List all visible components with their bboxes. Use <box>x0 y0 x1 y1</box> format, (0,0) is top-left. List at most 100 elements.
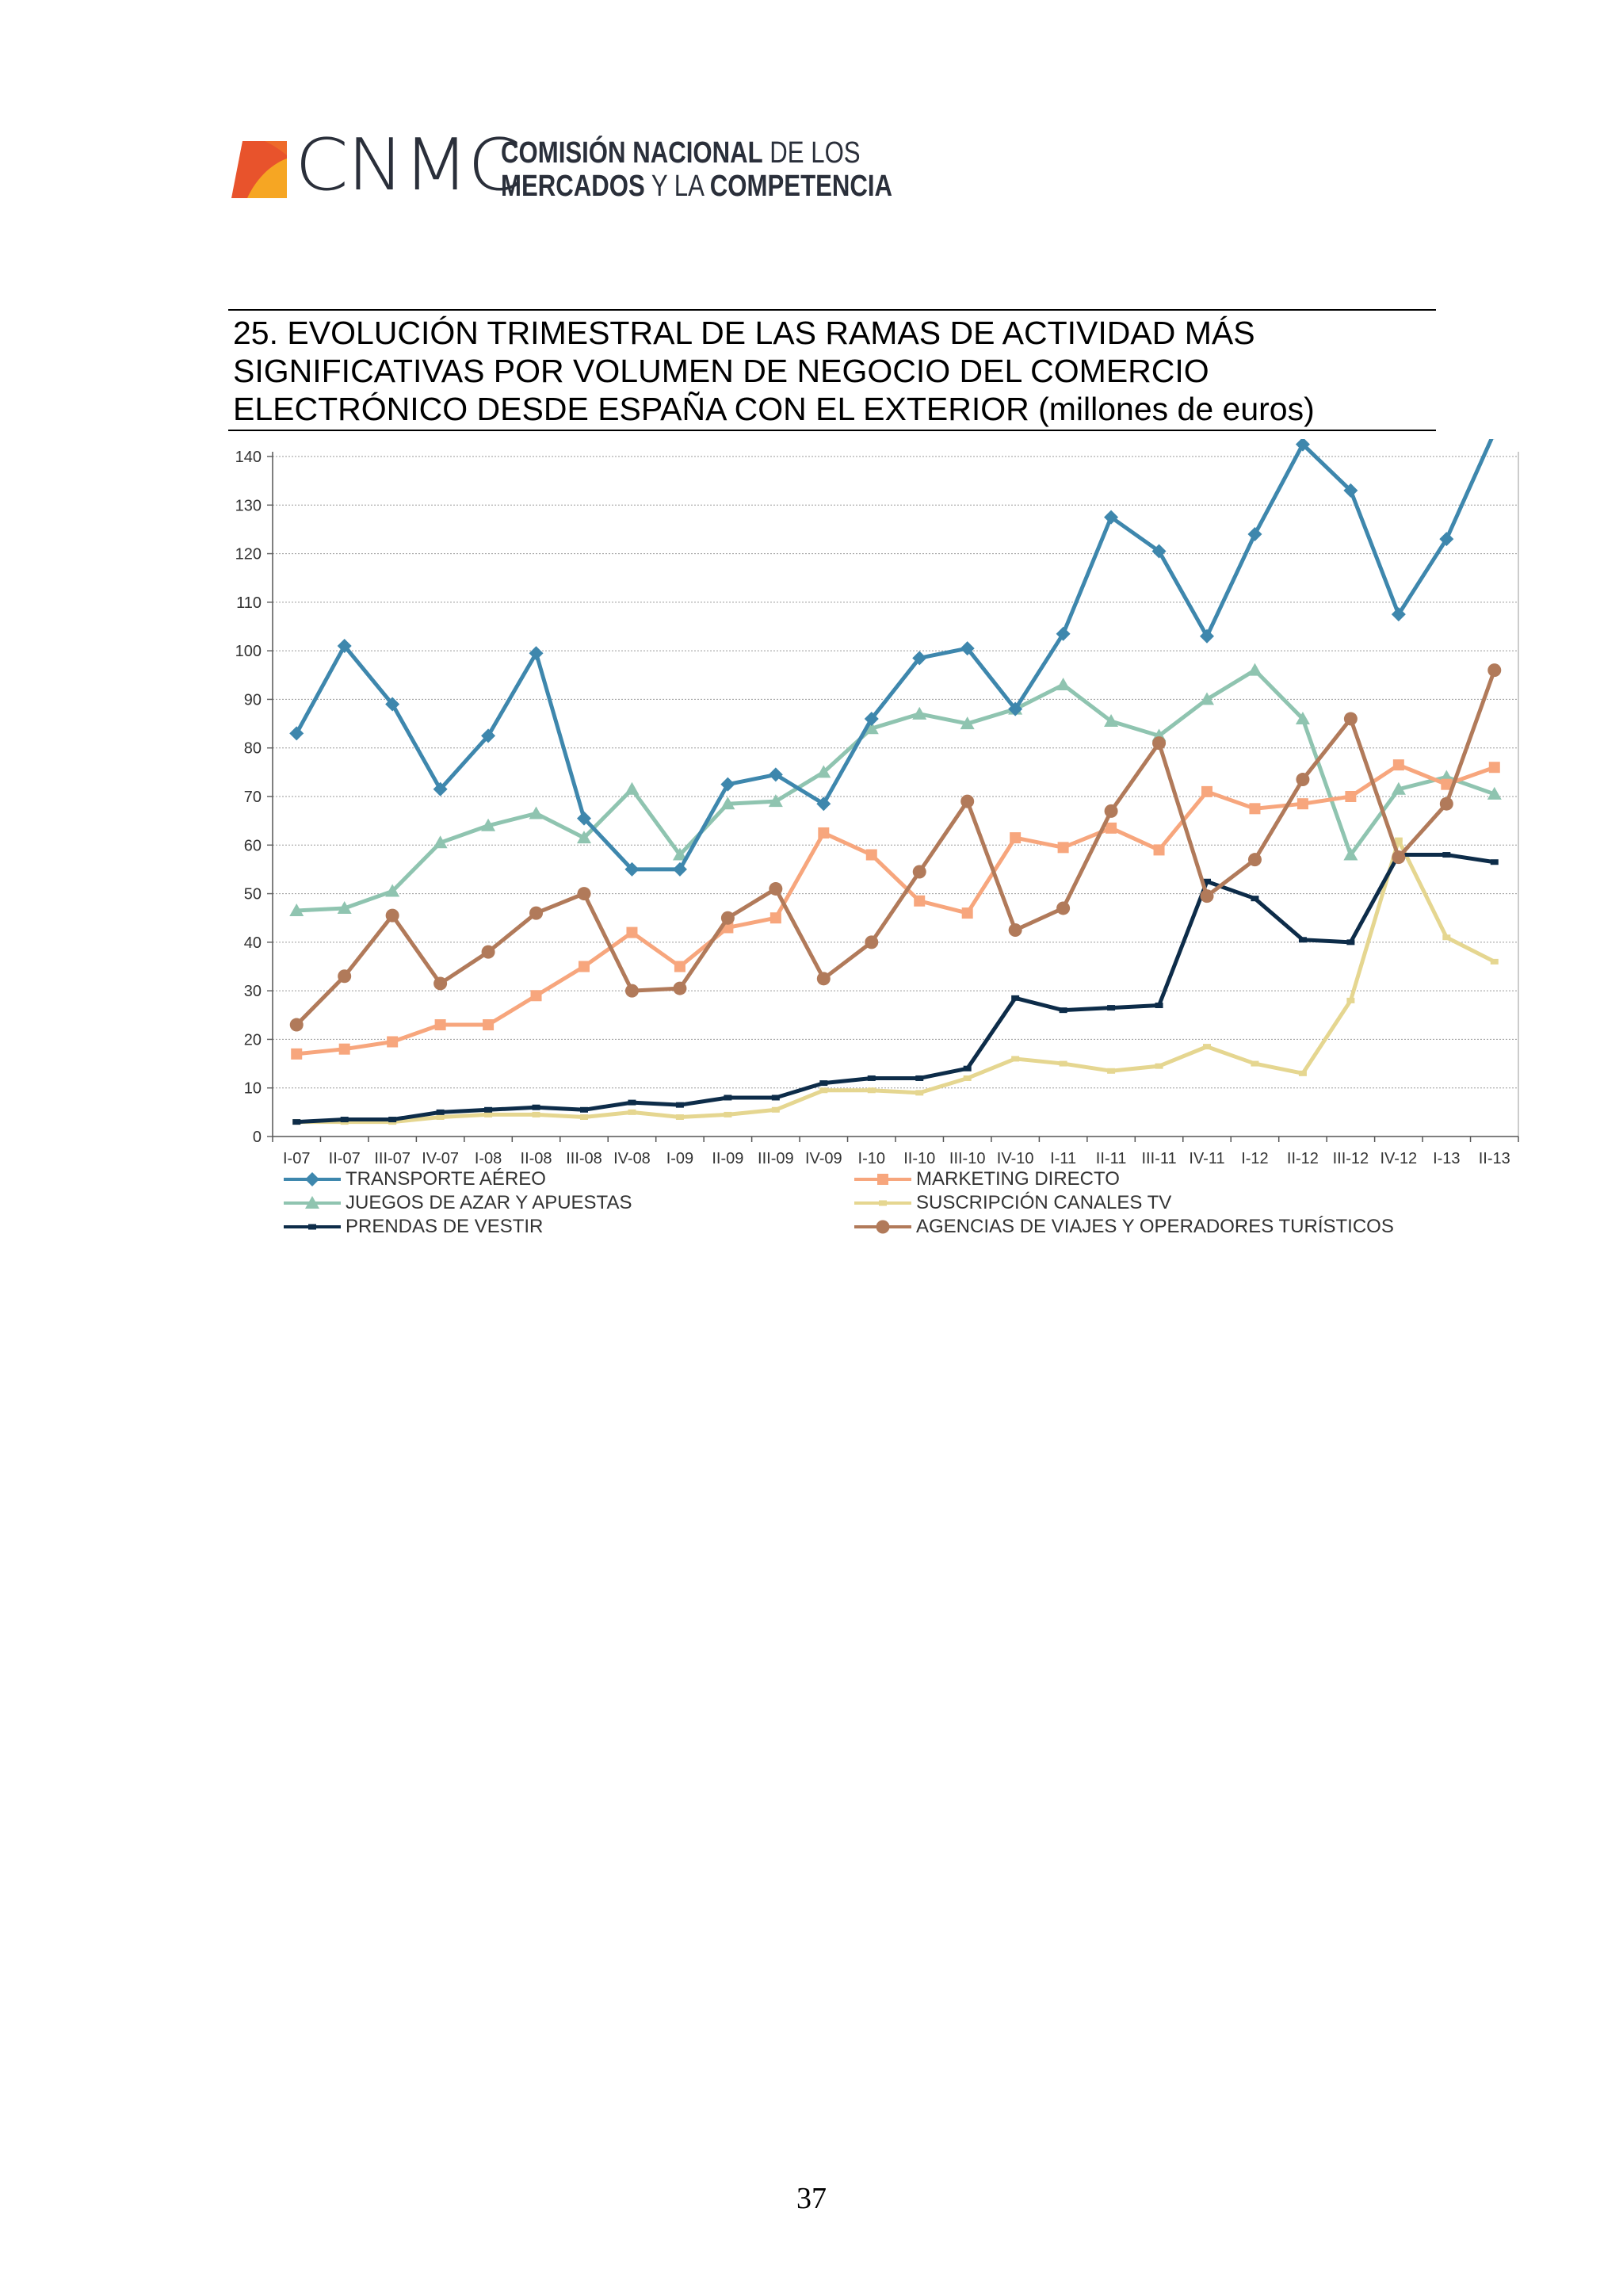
x-tick-label: I-12 <box>1241 1150 1268 1163</box>
data-point <box>481 945 495 959</box>
y-tick-label: 130 <box>235 497 262 514</box>
legend-item: TRANSPORTE AÉREO <box>284 1168 546 1190</box>
data-point <box>1152 736 1167 751</box>
data-point <box>1391 607 1406 622</box>
data-point <box>624 984 639 998</box>
data-point <box>1151 544 1167 559</box>
data-point <box>1298 937 1307 943</box>
data-point <box>340 1117 349 1123</box>
x-tick-label: II-10 <box>903 1150 935 1163</box>
y-tick-label: 50 <box>244 886 262 904</box>
x-tick-label: II-11 <box>1096 1150 1127 1163</box>
x-tick-label: III-07 <box>374 1150 411 1163</box>
legend-swatch <box>854 1220 911 1234</box>
data-point <box>337 639 352 654</box>
legend-swatch <box>854 1174 911 1185</box>
data-point <box>1107 1005 1116 1011</box>
x-tick-label: IV-07 <box>422 1150 459 1163</box>
data-point <box>1298 1070 1307 1076</box>
org-name: COMISIÓN NACIONAL DE LOS MERCADOS Y LA C… <box>501 136 893 203</box>
data-point <box>1201 785 1212 797</box>
data-point <box>819 1087 828 1094</box>
y-tick-label: 20 <box>244 1031 262 1049</box>
data-point <box>963 1065 972 1072</box>
data-point <box>577 831 591 844</box>
data-point <box>816 972 831 986</box>
y-tick-label: 60 <box>244 837 262 854</box>
data-point <box>434 1019 446 1031</box>
data-point <box>292 1119 301 1125</box>
data-point <box>1200 889 1214 904</box>
data-point <box>914 895 926 907</box>
data-point <box>675 1102 684 1108</box>
x-tick-label: IV-08 <box>613 1150 651 1163</box>
data-point <box>1155 1003 1163 1009</box>
x-tick-label: IV-09 <box>805 1150 842 1163</box>
legend-label: SUSCRIPCIÓN CANALES TV <box>916 1192 1172 1213</box>
page-number: 37 <box>796 2182 827 2215</box>
data-point <box>628 1099 636 1106</box>
data-point <box>626 926 638 938</box>
figure-title: 25. EVOLUCIÓN TRIMESTRAL DE LAS RAMAS DE… <box>228 309 1436 431</box>
data-point <box>1011 995 1020 1001</box>
series-0 <box>289 439 1495 877</box>
x-tick-label: I-13 <box>1433 1150 1460 1163</box>
cnmc-wordmark: CNMC <box>295 124 521 207</box>
legend-swatch <box>284 1172 341 1186</box>
x-tick-label: II-08 <box>521 1150 552 1163</box>
data-point <box>433 976 448 991</box>
data-point <box>529 906 544 920</box>
legend-item: SUSCRIPCIÓN CANALES TV <box>854 1192 1171 1214</box>
data-point <box>577 887 591 901</box>
data-point <box>484 1106 493 1113</box>
data-point <box>1442 934 1451 941</box>
data-point <box>864 721 879 735</box>
data-point <box>912 706 927 720</box>
line-chart: 0 10 20 30 40 50 60 70 80 90 100 110 120 130 140 I-07 II… <box>235 439 1519 1163</box>
x-tick-label: II-09 <box>712 1150 743 1163</box>
data-point <box>1247 663 1262 676</box>
data-point <box>1010 832 1022 844</box>
data-point <box>865 849 877 861</box>
data-point <box>1011 1056 1020 1062</box>
legend-swatch <box>854 1200 911 1206</box>
data-point <box>1251 896 1259 902</box>
legend-swatch-marker <box>876 1220 890 1234</box>
data-point <box>628 1109 636 1115</box>
data-point <box>1392 850 1406 865</box>
series-line <box>295 669 1497 1026</box>
data-point <box>771 1106 780 1113</box>
data-point <box>865 935 879 949</box>
x-tick-label: III-11 <box>1141 1150 1176 1163</box>
data-point <box>1203 1044 1211 1050</box>
data-point <box>960 641 975 656</box>
data-point <box>337 900 352 914</box>
data-point <box>816 765 831 778</box>
x-tick-label: I-10 <box>858 1150 885 1163</box>
data-point <box>768 794 783 808</box>
data-point <box>1056 626 1071 641</box>
data-point <box>675 1114 684 1120</box>
legend-swatch-marker <box>305 1196 319 1209</box>
data-point <box>289 1018 304 1032</box>
data-point <box>580 1114 588 1120</box>
x-tick-label: II-12 <box>1287 1150 1319 1163</box>
data-point <box>1104 510 1119 525</box>
data-point <box>720 777 735 792</box>
data-point <box>481 728 496 743</box>
y-tick-label: 80 <box>244 740 262 758</box>
y-tick-label: 140 <box>235 449 262 466</box>
data-point <box>724 1095 732 1101</box>
legend-label: TRANSPORTE AÉREO <box>346 1168 546 1190</box>
data-point <box>1442 852 1451 858</box>
data-point <box>816 797 831 812</box>
data-point <box>771 1095 780 1101</box>
data-point <box>1247 853 1262 867</box>
figure-title-line: SIGNIFICATIVAS POR VOLUMEN DE NEGOCIO DE… <box>233 353 1209 389</box>
data-point <box>1200 692 1214 705</box>
data-point <box>1296 798 1308 810</box>
cnmc-logo: CNMC COMISIÓN NACIONAL DE LOS MERCADOS Y… <box>231 130 892 206</box>
data-point <box>867 1087 876 1094</box>
data-point <box>1153 844 1165 856</box>
series-line <box>296 853 1495 1125</box>
